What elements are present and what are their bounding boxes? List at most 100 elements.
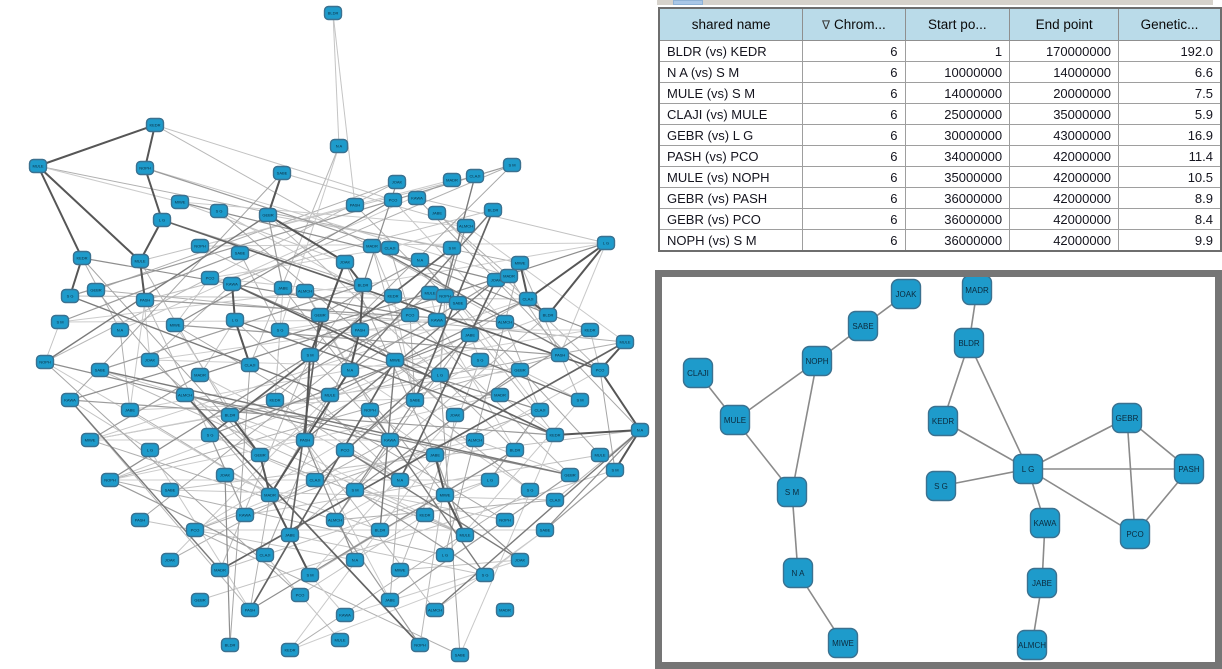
network-node[interactable]: S G xyxy=(520,482,540,498)
node-shape[interactable] xyxy=(50,314,70,330)
network-node[interactable]: JOAK xyxy=(387,174,407,190)
network-node-mule[interactable]: MULE xyxy=(719,404,751,436)
node-shape[interactable] xyxy=(230,245,250,261)
scrollbar-thumb[interactable] xyxy=(673,0,703,5)
cell-value[interactable]: 36000000 xyxy=(904,229,1011,252)
node-shape[interactable] xyxy=(290,587,310,603)
node-shape[interactable] xyxy=(222,276,242,292)
node-shape[interactable] xyxy=(280,527,300,543)
node-shape[interactable] xyxy=(927,405,959,437)
network-node[interactable]: L G xyxy=(225,312,245,328)
cell-shared-name[interactable]: NOPH (vs) S M xyxy=(658,229,804,252)
node-shape[interactable] xyxy=(160,482,180,498)
node-shape[interactable] xyxy=(255,547,275,563)
cell-shared-name[interactable]: CLAJI (vs) MULE xyxy=(658,103,804,125)
network-node[interactable]: L G xyxy=(435,547,455,563)
node-shape[interactable] xyxy=(1016,629,1048,661)
cell-value[interactable]: 6 xyxy=(802,82,906,104)
node-shape[interactable] xyxy=(320,387,340,403)
column-header-shared-name[interactable]: shared name xyxy=(658,7,804,41)
node-shape[interactable] xyxy=(465,432,485,448)
network-node[interactable]: CLAJI xyxy=(305,472,325,488)
cell-value[interactable]: 6 xyxy=(802,208,906,230)
network-node[interactable]: GEBR xyxy=(510,362,530,378)
cell-value[interactable]: 8.4 xyxy=(1118,208,1222,230)
node-shape[interactable] xyxy=(330,632,350,648)
node-shape[interactable] xyxy=(383,288,403,304)
network-node[interactable]: N A xyxy=(340,362,360,378)
node-shape[interactable] xyxy=(135,160,155,176)
network-node[interactable]: MIWE xyxy=(385,352,405,368)
node-shape[interactable] xyxy=(1012,453,1044,485)
network-node[interactable]: ALMCH xyxy=(495,314,515,330)
column-header-start-po-[interactable]: Start po... xyxy=(904,7,1011,41)
cell-shared-name[interactable]: GEBR (vs) L G xyxy=(658,124,804,146)
network-node-pash[interactable]: PASH xyxy=(1173,453,1205,485)
node-shape[interactable] xyxy=(250,447,270,463)
node-shape[interactable] xyxy=(200,270,220,286)
network-node-l-g[interactable]: L G xyxy=(1012,453,1044,485)
network-node[interactable]: S M xyxy=(442,240,462,256)
node-shape[interactable] xyxy=(510,255,530,271)
cell-value[interactable]: 42000000 xyxy=(1009,208,1120,230)
network-node[interactable]: S M xyxy=(570,392,590,408)
node-shape[interactable] xyxy=(847,310,879,342)
cell-value[interactable]: 6 xyxy=(802,124,906,146)
network-node[interactable]: L G xyxy=(480,472,500,488)
node-shape[interactable] xyxy=(460,327,480,343)
node-shape[interactable] xyxy=(383,192,403,208)
network-node[interactable]: S G xyxy=(475,567,495,583)
node-shape[interactable] xyxy=(190,592,210,608)
node-shape[interactable] xyxy=(596,235,616,251)
network-node[interactable]: JABE xyxy=(280,527,300,543)
cell-value[interactable]: 6 xyxy=(802,145,906,167)
network-node-jabe[interactable]: JABE xyxy=(1026,567,1058,599)
network-node[interactable]: PASH xyxy=(295,432,315,448)
network-node[interactable]: ALMCH xyxy=(456,218,476,234)
node-shape[interactable] xyxy=(345,552,365,568)
node-shape[interactable] xyxy=(86,282,106,298)
network-node[interactable]: JOAK xyxy=(445,407,465,423)
node-shape[interactable] xyxy=(385,352,405,368)
node-shape[interactable] xyxy=(570,392,590,408)
cell-value[interactable]: 7.5 xyxy=(1118,82,1222,104)
node-shape[interactable] xyxy=(235,507,255,523)
node-shape[interactable] xyxy=(425,447,445,463)
network-node[interactable]: GEBR xyxy=(190,592,210,608)
network-node-pco[interactable]: PCO xyxy=(1119,518,1151,550)
network-node[interactable]: GEBR xyxy=(86,282,106,298)
node-shape[interactable] xyxy=(495,602,515,618)
node-shape[interactable] xyxy=(140,352,160,368)
node-shape[interactable] xyxy=(630,422,650,438)
network-node[interactable]: BLDR xyxy=(370,522,390,538)
node-shape[interactable] xyxy=(390,562,410,578)
node-shape[interactable] xyxy=(495,314,515,330)
network-node[interactable]: PASH xyxy=(350,322,370,338)
network-node[interactable]: BLDR xyxy=(353,277,373,293)
node-shape[interactable] xyxy=(80,432,100,448)
network-node[interactable]: S M xyxy=(502,157,522,173)
node-shape[interactable] xyxy=(538,307,558,323)
network-node[interactable]: CLAJI xyxy=(240,357,260,373)
network-node[interactable]: MADR xyxy=(260,487,280,503)
network-node[interactable]: NOPH xyxy=(410,637,430,653)
network-node[interactable]: S G xyxy=(60,288,80,304)
network-node[interactable]: MIWE xyxy=(80,432,100,448)
network-node[interactable]: S G xyxy=(200,427,220,443)
node-shape[interactable] xyxy=(145,117,165,133)
node-shape[interactable] xyxy=(499,268,519,284)
cell-value[interactable]: 6 xyxy=(802,187,906,209)
node-shape[interactable] xyxy=(220,637,240,653)
network-node[interactable]: BLDR xyxy=(538,307,558,323)
cell-value[interactable]: 34000000 xyxy=(904,145,1011,167)
network-node-miwe[interactable]: MIWE xyxy=(827,627,859,659)
node-shape[interactable] xyxy=(90,362,110,378)
cell-value[interactable]: 14000000 xyxy=(904,82,1011,104)
node-shape[interactable] xyxy=(510,362,530,378)
node-shape[interactable] xyxy=(300,567,320,583)
node-shape[interactable] xyxy=(890,278,922,310)
node-shape[interactable] xyxy=(560,467,580,483)
network-node[interactable]: JOAK xyxy=(335,254,355,270)
network-node[interactable]: MADR xyxy=(210,562,230,578)
node-shape[interactable] xyxy=(273,280,293,296)
